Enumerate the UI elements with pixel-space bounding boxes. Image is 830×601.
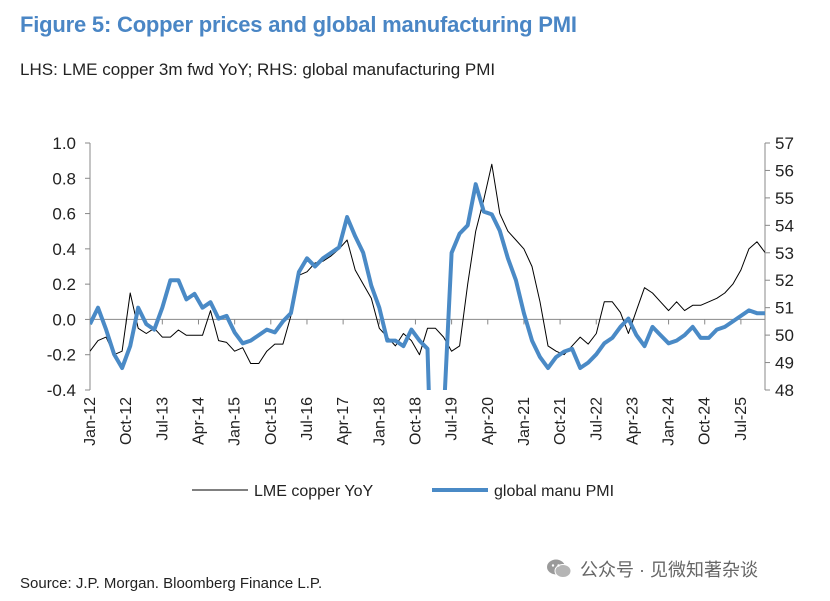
x-tick-label: Apr-14 (190, 397, 207, 445)
left-tick-label: 0.0 (52, 310, 76, 329)
figure-title: Figure 5: Copper prices and global manuf… (20, 12, 577, 37)
legend-label-pmi: global manu PMI (494, 483, 614, 500)
legend-label-copper: LME copper YoY (254, 483, 374, 500)
x-tick-label: Oct-15 (263, 397, 280, 445)
x-tick-label: Apr-23 (624, 397, 641, 445)
x-tick-label: Oct-18 (407, 397, 424, 445)
x-tick-label: Jan-12 (82, 397, 99, 446)
x-tick-label: Jul-22 (588, 397, 605, 441)
legend: LME copper YoY global manu PMI (192, 483, 614, 500)
x-tick-label: Jul-19 (444, 397, 461, 441)
right-tick-label: 49 (775, 354, 794, 373)
plot-area (90, 163, 765, 390)
x-tick-label: Jan-24 (661, 397, 678, 446)
copper-yoy-line (90, 163, 765, 364)
source-note: Source: J.P. Morgan. Bloomberg Finance L… (20, 575, 323, 592)
x-tick-label: Apr-17 (335, 397, 352, 445)
right-tick-label: 48 (775, 381, 794, 400)
left-tick-label: 1.0 (52, 134, 76, 153)
chart: -0.4 -0.2 0.0 0.2 0.4 0.6 0.8 1.0 48 49 50 51 52 53 5… (47, 134, 794, 500)
left-tick-label: -0.2 (47, 346, 76, 365)
x-tick-label: Jul-16 (299, 397, 316, 441)
wechat-icon (547, 559, 572, 578)
right-tick-label: 50 (775, 326, 794, 345)
x-tick-label: Jul-25 (733, 397, 750, 441)
left-tick-label: 0.2 (52, 275, 76, 294)
x-tick-label: Oct-21 (552, 397, 569, 445)
figure-subtitle: LHS: LME copper 3m fwd YoY; RHS: global … (20, 60, 496, 79)
right-tick-label: 54 (775, 216, 794, 235)
left-axis: -0.4 -0.2 0.0 0.2 0.4 0.6 0.8 1.0 (47, 134, 91, 400)
left-tick-label: 0.8 (52, 169, 76, 188)
x-tick-label: Jan-21 (516, 397, 533, 446)
x-tick-label: Jan-15 (227, 397, 244, 446)
right-tick-label: 57 (775, 134, 794, 153)
left-tick-label: -0.4 (47, 381, 76, 400)
right-tick-label: 51 (775, 299, 794, 318)
x-tick-label: Oct-12 (118, 397, 135, 445)
pmi-line (90, 182, 765, 390)
right-axis: 48 49 50 51 52 53 54 55 56 57 (764, 134, 794, 400)
left-tick-label: 0.4 (52, 240, 76, 259)
left-tick-label: 0.6 (52, 205, 76, 224)
right-tick-label: 52 (775, 271, 794, 290)
right-tick-label: 56 (775, 161, 794, 180)
right-tick-label: 55 (775, 189, 794, 208)
watermark: 公众号 · 见微知著杂谈 (546, 556, 758, 582)
x-tick-label: Oct-24 (697, 397, 714, 445)
x-tick-label: Jan-18 (371, 397, 388, 446)
watermark-text: 公众号 · 见微知著杂谈 (580, 560, 758, 580)
x-tick-label: Jul-13 (154, 397, 171, 441)
x-tick-label: Apr-20 (480, 397, 497, 445)
right-tick-label: 53 (775, 244, 794, 263)
x-axis: Jan-12 Oct-12 Jul-13 Apr-14 Jan-15 Oct-15 Jul-… (82, 318, 765, 446)
